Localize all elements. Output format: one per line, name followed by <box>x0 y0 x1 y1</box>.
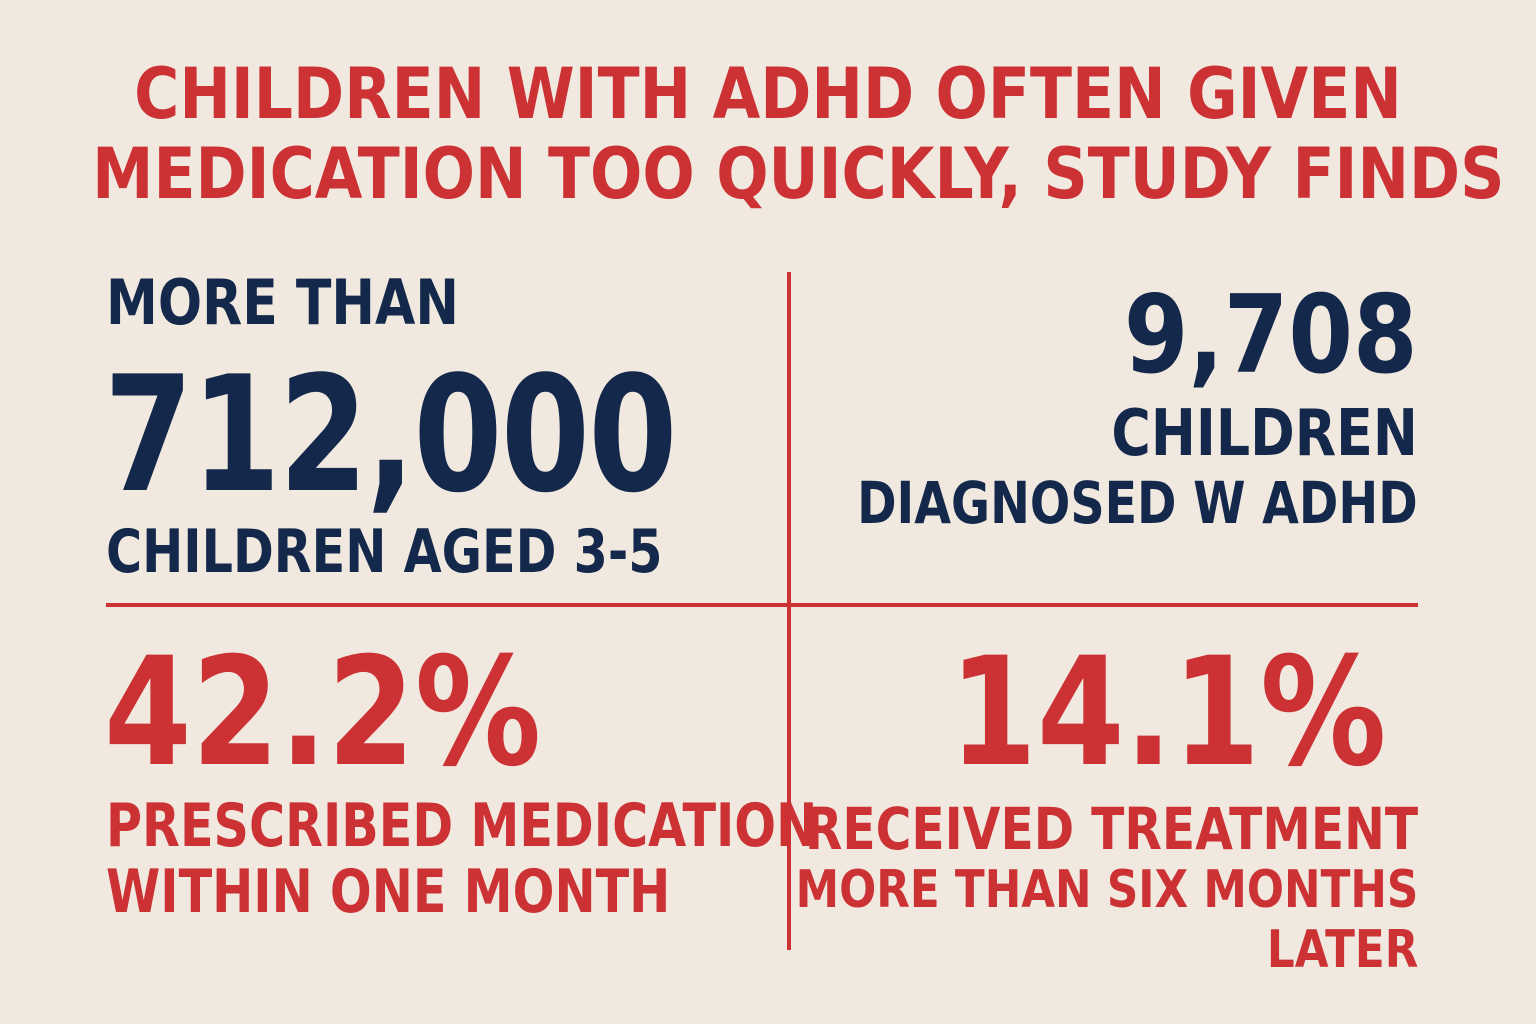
horizontal-divider <box>106 603 1418 607</box>
stat-bottom-left-label-line-1: PRESCRIBED MEDICATION <box>106 791 818 861</box>
headline-line-2: MEDICATION TOO QUICKLY, STUDY FINDS <box>92 133 1505 215</box>
stat-bottom-right-value: 14.1% <box>948 626 1386 800</box>
stat-top-right-label-line-1: CHILDREN <box>1111 397 1418 471</box>
stat-top-left-label: CHILDREN AGED 3-5 <box>106 517 663 587</box>
stat-top-left-value: 712,000 <box>104 341 677 528</box>
vertical-divider <box>787 272 791 950</box>
stat-top-right-label-line-2: DIAGNOSED W ADHD <box>857 469 1418 537</box>
headline-line-1: CHILDREN WITH ADHD OFTEN GIVEN <box>134 53 1402 135</box>
stat-bottom-right-label-line-3: LATER <box>1266 920 1418 980</box>
stat-top-left-prefix: MORE THAN <box>106 266 459 339</box>
stat-bottom-right-label-line-1: RECEIVED TREATMENT <box>804 795 1418 863</box>
stat-bottom-left-value: 42.2% <box>104 626 542 800</box>
headline: CHILDREN WITH ADHD OFTEN GIVEN MEDICATIO… <box>92 53 1505 215</box>
stat-bottom-right-label-line-2: MORE THAN SIX MONTHS <box>795 860 1418 920</box>
stat-bottom-left-label-line-2: WITHIN ONE MONTH <box>106 857 671 927</box>
stat-top-right-value: 9,708 <box>1124 273 1418 398</box>
